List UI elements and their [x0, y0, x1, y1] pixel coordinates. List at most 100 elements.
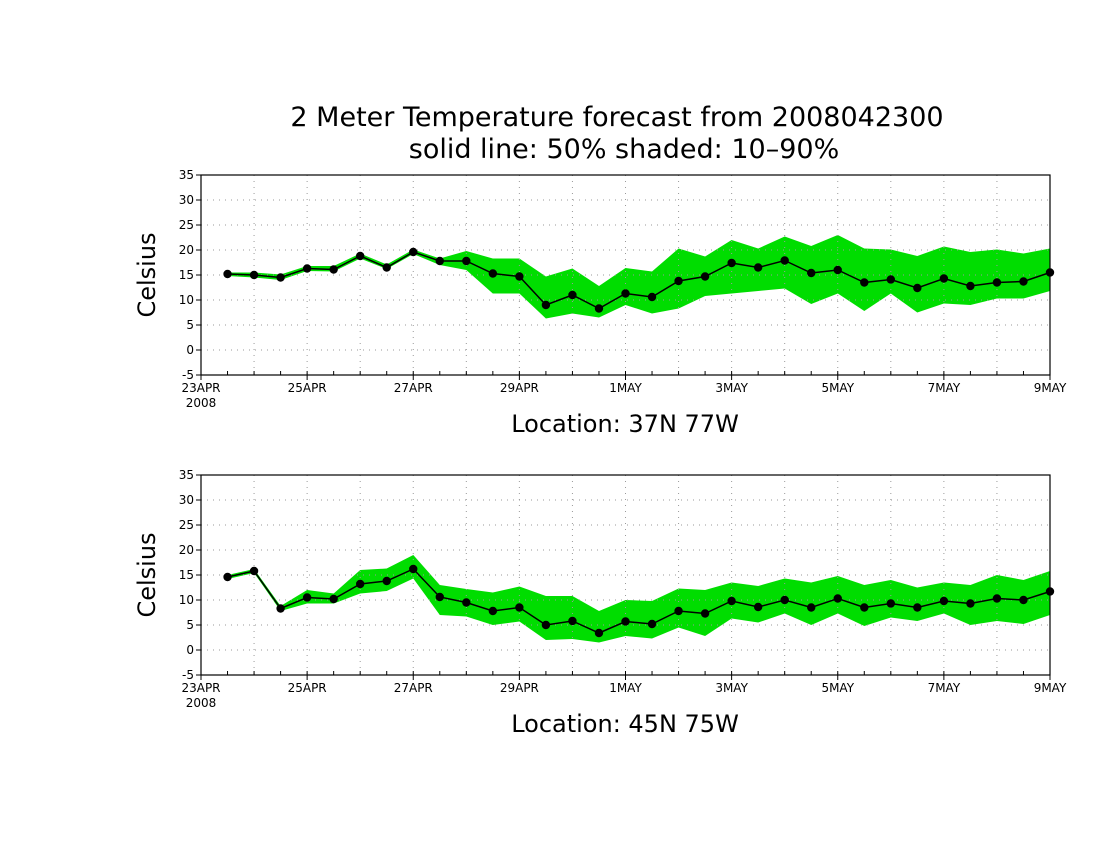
x-tick-label: 9MAY: [1034, 681, 1067, 695]
median-point: [1019, 595, 1028, 605]
median-point: [382, 263, 391, 272]
median-point: [1045, 587, 1055, 596]
y-tick-label: 5: [186, 618, 194, 632]
median-point: [621, 617, 630, 626]
x-tick-label: 27APR: [394, 381, 433, 395]
y-axis-label: Celsius: [133, 532, 161, 617]
median-point: [647, 619, 657, 629]
median-point: [860, 603, 869, 612]
x-tick-label: 25APR: [288, 681, 327, 695]
median-point: [913, 603, 922, 612]
x-year-label: 2008: [186, 396, 217, 410]
median-point: [409, 247, 418, 257]
median-point: [568, 616, 577, 626]
y-tick-label: -5: [182, 368, 194, 382]
y-tick-label: 15: [179, 268, 194, 282]
median-point: [992, 594, 1002, 603]
y-tick-label: 20: [179, 243, 194, 257]
x-tick-label: 5MAY: [821, 681, 854, 695]
median-point: [966, 599, 975, 608]
chart-subtitle: solid line: 50% shaded: 10–90%: [409, 134, 839, 165]
median-point: [860, 278, 869, 287]
median-point: [939, 596, 949, 606]
x-tick-label: 1MAY: [609, 681, 642, 695]
y-tick-label: 25: [179, 218, 194, 232]
median-point: [966, 281, 975, 291]
median-point: [780, 595, 789, 605]
x-tick-label: 3MAY: [715, 681, 748, 695]
x-tick-label: 25APR: [288, 381, 327, 395]
x-tick-label: 7MAY: [928, 681, 961, 695]
median-point: [780, 256, 789, 265]
median-line: [227, 568, 1051, 634]
median-point: [329, 265, 338, 274]
median-point: [1019, 277, 1028, 286]
y-tick-label: -5: [182, 668, 194, 682]
median-point: [249, 270, 259, 280]
x-tick-label: 3MAY: [715, 381, 748, 395]
median-point: [488, 269, 498, 278]
y-axis-label: Celsius: [133, 232, 161, 317]
median-point: [541, 620, 551, 630]
median-point: [249, 566, 259, 576]
y-tick-label: 5: [186, 318, 194, 332]
y-tick-label: 35: [179, 468, 194, 482]
y-tick-label: 0: [186, 643, 194, 657]
median-point: [833, 594, 842, 603]
x-tick-label: 9MAY: [1034, 381, 1067, 395]
y-tick-label: 20: [179, 543, 194, 557]
median-point: [276, 604, 285, 613]
median-point: [355, 251, 365, 261]
median-point: [807, 603, 816, 612]
median-point: [594, 304, 604, 313]
median-point: [700, 609, 710, 618]
median-point: [647, 292, 657, 302]
x-year-label: 2008: [186, 696, 217, 710]
location-label: Location: 45N 75W: [511, 710, 739, 738]
y-tick-label: 15: [179, 568, 194, 582]
median-point: [435, 256, 444, 266]
median-point: [727, 258, 736, 268]
y-tick-label: 0: [186, 343, 194, 357]
y-tick-label: 10: [179, 293, 194, 307]
x-tick-label: 23APR: [181, 681, 220, 695]
median-point: [753, 602, 763, 612]
median-point: [515, 603, 524, 612]
y-tick-label: 25: [179, 518, 194, 532]
median-point: [674, 276, 683, 286]
x-tick-label: 23APR: [181, 381, 220, 395]
x-tick-label: 27APR: [394, 681, 433, 695]
median-point: [886, 599, 896, 608]
median-point: [355, 579, 365, 589]
chart-title: 2 Meter Temperature forecast from 200804…: [290, 102, 943, 133]
y-tick-label: 30: [179, 193, 194, 207]
median-point: [568, 290, 577, 300]
median-point: [621, 289, 630, 298]
median-point: [223, 269, 232, 279]
median-point: [409, 564, 418, 574]
median-point: [488, 606, 498, 616]
median-point: [594, 628, 604, 638]
median-point: [1045, 268, 1055, 277]
median-point: [727, 596, 736, 606]
median-point: [939, 274, 949, 283]
median-point: [302, 593, 312, 602]
median-point: [515, 272, 524, 281]
band-10-90: [227, 235, 1050, 319]
median-point: [435, 592, 444, 602]
y-tick-label: 30: [179, 493, 194, 507]
y-tick-label: 10: [179, 593, 194, 607]
median-point: [886, 275, 896, 284]
median-point: [753, 263, 763, 272]
median-point: [807, 268, 816, 278]
median-point: [913, 283, 922, 293]
median-point: [382, 576, 391, 586]
median-point: [992, 278, 1002, 287]
median-line: [227, 251, 1051, 310]
median-point: [833, 265, 842, 275]
band-10-90: [227, 555, 1050, 643]
panel-45n-75w: -5 0 5 10 15 20 25 30 35 23APR 25APR 27APR 29APR 1MAY…: [133, 468, 1067, 738]
median-point: [329, 594, 338, 604]
x-tick-label: 1MAY: [609, 381, 642, 395]
